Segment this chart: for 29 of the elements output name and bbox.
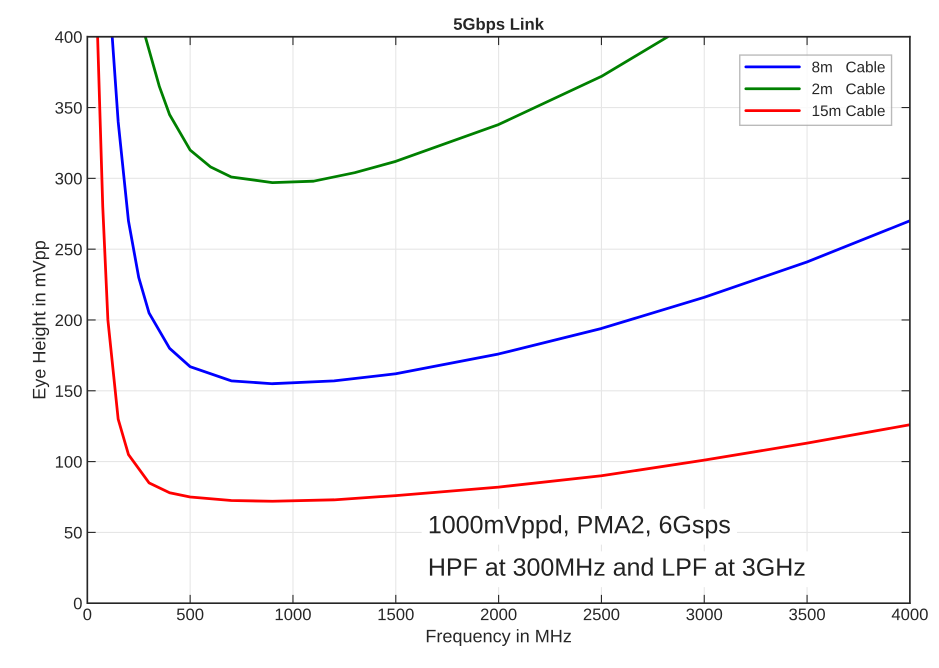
y-tick-label: 400 <box>55 31 82 43</box>
y-axis-title: Eye Height in mVpp <box>32 240 50 398</box>
x-tick-label: 3500 <box>789 608 825 620</box>
y-tick-label: 350 <box>55 102 82 114</box>
x-tick-label: 3000 <box>686 608 722 620</box>
annotation: 1000mVppd, PMA2, 6Gsps <box>430 515 730 538</box>
y-tick-label: 250 <box>56 244 82 256</box>
x-tick-label: 2500 <box>584 608 620 620</box>
x-tick-label: 4000 <box>892 608 928 620</box>
x-tick-label: 500 <box>176 608 204 620</box>
x-tick-label: 1000 <box>276 608 311 620</box>
y-tick-label: 0 <box>74 598 82 610</box>
chart-title: 5Gbps Link <box>454 18 544 34</box>
x-tick-label: 0 <box>83 608 92 620</box>
x-tick-label: 2000 <box>480 608 516 620</box>
y-tick-label: 150 <box>56 385 82 397</box>
x-tick-label: 1500 <box>378 608 414 620</box>
line-series <box>110 36 910 386</box>
x-axis-title: Frequency in MHz <box>426 629 571 646</box>
legend-label: 8m Cable <box>812 61 885 72</box>
y-tick-label: 200 <box>56 314 82 326</box>
line-series <box>96 36 910 503</box>
y-tick-label: 100 <box>56 456 82 468</box>
legend-label: 15m Cable <box>812 104 885 116</box>
annotation: HPF at 300MHz and LPF at 3GHz <box>430 558 805 576</box>
y-tick-label: 50 <box>64 526 82 539</box>
y-tick-label: 300 <box>55 172 82 185</box>
line-series <box>144 36 670 184</box>
legend-label: 2m Cable <box>812 83 885 94</box>
